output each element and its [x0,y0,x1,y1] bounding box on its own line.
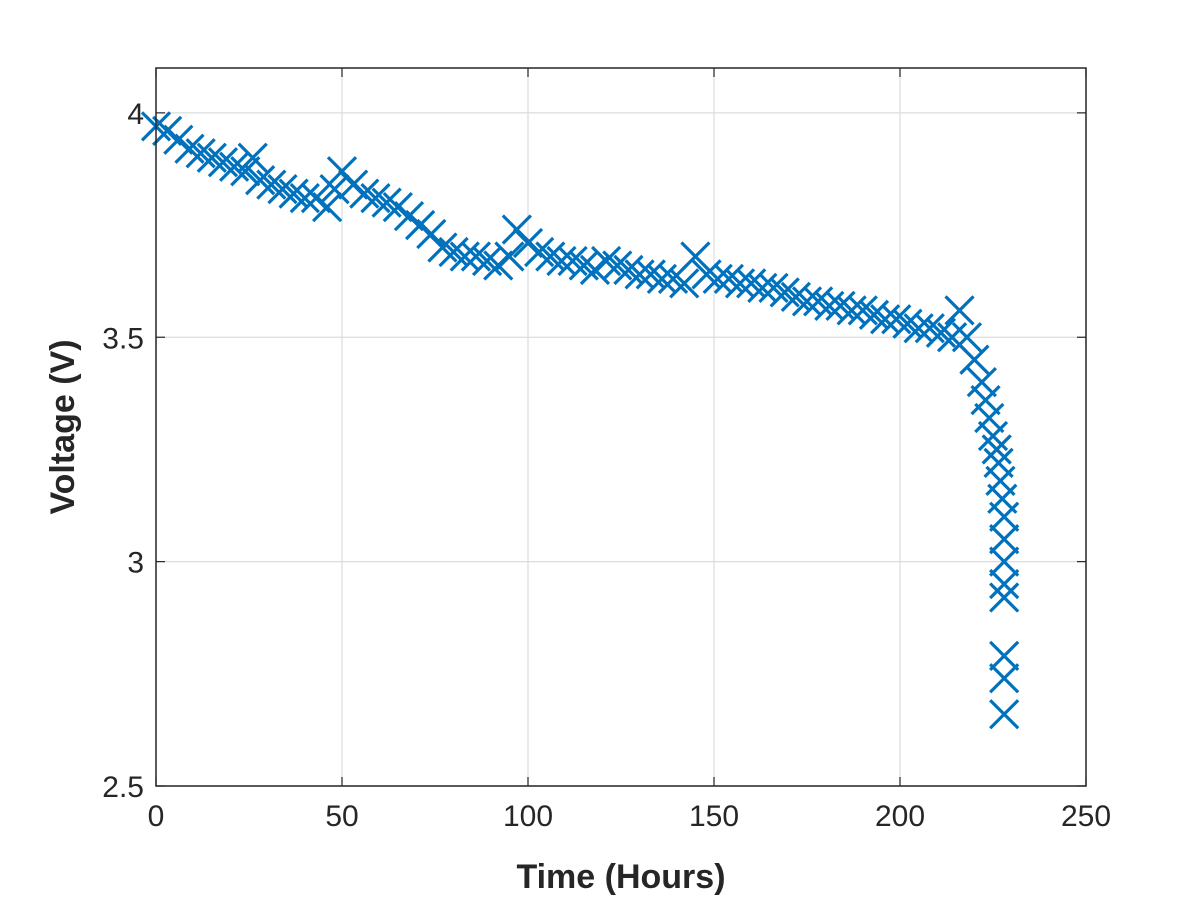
data-point [881,304,912,335]
data-point [989,524,1020,555]
data-point [256,169,287,200]
data-point [427,232,458,263]
y-tick-label: 3.5 [102,322,144,355]
data-point [185,138,216,169]
data-points [140,111,1020,730]
data-point [196,142,227,173]
y-tick-label: 3 [127,547,144,580]
x-tick-label: 200 [875,800,925,833]
data-point [590,245,622,277]
data-point [974,402,1005,434]
data-point [245,165,276,196]
data-point [669,268,700,299]
data-point [237,142,268,173]
data-point [847,295,878,326]
data-point [970,384,1001,416]
y-axis-label: Voltage (V) [44,339,82,514]
data-point [371,187,402,218]
data-point [267,174,298,205]
data-point [914,313,945,344]
data-point [981,434,1012,465]
data-point [769,277,800,308]
x-tick-label: 250 [1061,800,1111,833]
x-axis-label: Time (Hours) [516,858,725,896]
data-point [602,250,633,281]
data-point [959,344,990,375]
data-point [989,501,1020,532]
data-point [524,236,555,268]
data-point [494,241,525,272]
data-point [989,582,1020,613]
data-point [989,640,1020,671]
data-point [944,295,975,326]
data-point [460,241,492,272]
plot-frame [155,67,1087,787]
y-tick-label: 4 [127,98,144,131]
x-tick-label: 50 [325,800,358,833]
data-point [557,245,588,277]
y-tick-labels: 2.5 3 3.5 4 [102,98,144,804]
data-point [207,147,239,178]
data-point [319,174,350,205]
data-point [951,322,983,353]
x-tick-label: 150 [689,800,739,833]
x-tick-label: 100 [503,800,553,833]
data-point [311,191,343,223]
data-point [989,699,1020,730]
y-tick-label: 2.5 [102,771,144,804]
x-tick-labels: 0 50 100 150 200 250 [148,800,1111,833]
data-point [989,546,1020,577]
data-point [989,568,1020,600]
data-point [218,151,250,182]
data-point [349,178,380,209]
data-point [966,366,997,398]
data-point [289,183,320,214]
data-point [174,133,205,164]
x-tick-label: 0 [148,800,165,833]
data-point [758,272,789,304]
data-point [989,663,1020,694]
data-point [416,218,447,250]
data-point [360,183,391,214]
data-point [925,317,957,348]
